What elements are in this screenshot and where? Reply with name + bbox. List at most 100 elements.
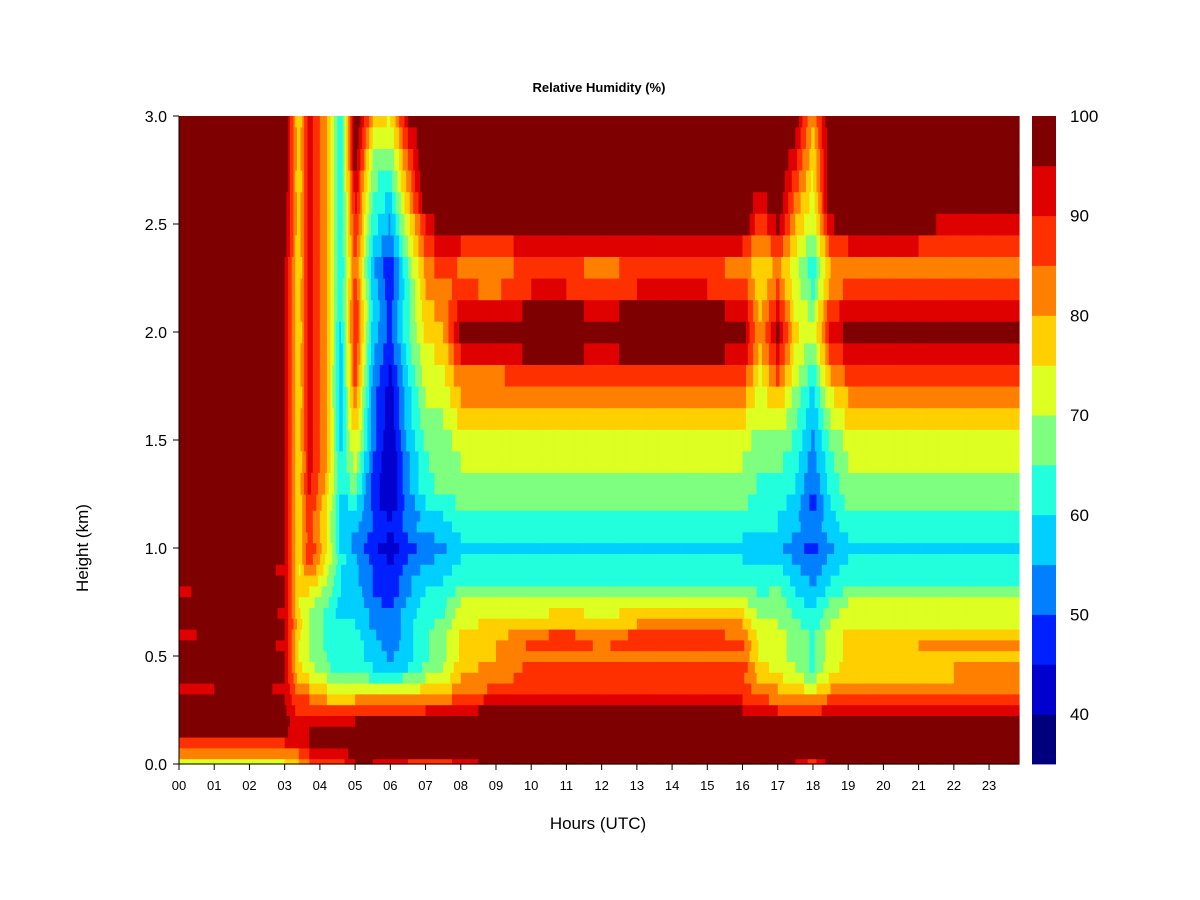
heatmap-cell [223,575,226,587]
heatmap-cell [193,596,196,608]
heatmap-cell [179,726,182,738]
heatmap-cell [245,726,249,738]
heatmap-cell [187,639,191,652]
heatmap-cell [210,521,214,533]
heatmap-cell [198,321,201,344]
heatmap-cell [237,575,240,587]
heatmap-cell [200,726,203,738]
heatmap-cell [230,278,233,301]
heatmap-cell [242,672,245,684]
heatmap-cell [189,191,192,214]
heatmap-cell [214,472,217,495]
heatmap-cell [240,661,243,673]
heatmap-cell [210,542,214,554]
heatmap-cell [182,450,185,473]
heatmap-cell [279,429,282,452]
heatmap-cell [242,661,245,673]
heatmap-cell [217,726,221,738]
heatmap-cell [254,510,258,522]
heatmap-cell [254,683,258,695]
heatmap-cell [223,758,226,765]
heatmap-cell [277,126,280,149]
heatmap-cell [212,618,215,630]
heatmap-cell [233,672,236,684]
heatmap-cell [228,126,231,149]
heatmap-cell [196,234,199,257]
heatmap-cell [268,618,272,630]
heatmap-cell [205,650,208,662]
heatmap-cell [252,472,256,495]
heatmap-cell [180,407,184,430]
heatmap-cell [240,429,243,452]
heatmap-cell [215,429,219,452]
heatmap-cell [267,213,270,236]
heatmap-cell [235,596,238,608]
heatmap-cell [180,342,184,365]
heatmap-cell [238,278,242,301]
heatmap-cell [219,321,222,344]
heatmap-cell [214,191,217,214]
heatmap-cell [237,148,240,171]
heatmap-cell [214,170,217,193]
heatmap-cell [256,629,259,641]
heatmap-cell [208,639,212,652]
heatmap-cell [244,585,247,598]
heatmap-cell [263,342,266,365]
heatmap-cell [228,737,231,749]
heatmap-cell [279,683,282,695]
heatmap-cell [268,693,272,706]
heatmap-cell [256,639,259,652]
heatmap-cell [212,116,215,128]
heatmap-cell [233,542,236,554]
heatmap-cell [223,278,226,301]
heatmap-cell [252,585,256,598]
heatmap-cell [215,510,219,522]
heatmap-cell [200,494,203,511]
heatmap-cell [191,299,194,322]
heatmap-cell [214,386,217,409]
heatmap-cell [260,450,263,473]
heatmap-cell [205,639,208,652]
heatmap-cell [223,693,226,706]
heatmap-cell [193,472,196,495]
heatmap-cell [189,407,192,430]
heatmap-cell [207,607,210,619]
heatmap-cell [207,126,210,149]
heatmap-cell [281,342,284,365]
heatmap-cell [189,321,192,344]
heatmap-cell [235,575,238,587]
heatmap-cell [267,116,270,128]
heatmap-cell [249,618,252,630]
heatmap-cell [231,715,235,727]
heatmap-cell [179,299,182,322]
heatmap-cell [214,715,217,727]
heatmap-cell [267,639,270,652]
heatmap-cell [203,342,207,365]
heatmap-cell [228,148,231,171]
heatmap-cell [277,364,280,387]
heatmap-cell [272,737,275,749]
heatmap-cell [244,364,247,387]
heatmap-cell [224,585,228,598]
heatmap-cell [223,234,226,257]
heatmap-cell [208,758,212,765]
heatmap-cell [207,342,210,365]
heatmap-cell [277,575,280,587]
heatmap-cell [267,737,270,749]
heatmap-cell [207,450,210,473]
heatmap-cell [270,618,273,630]
heatmap-cell [237,126,240,149]
heatmap-cell [258,607,261,619]
heatmap-cell [251,510,254,522]
heatmap-cell [217,564,221,576]
heatmap-cell [187,650,191,662]
heatmap-cell [207,683,210,695]
heatmap-cell [228,553,231,565]
heatmap-cell [207,213,210,236]
heatmap-cell [179,650,182,662]
heatmap-cell [258,639,261,652]
heatmap-cell [277,737,280,749]
heatmap-cell [277,278,280,301]
heatmap-cell [198,256,201,279]
heatmap-cell [184,407,187,430]
